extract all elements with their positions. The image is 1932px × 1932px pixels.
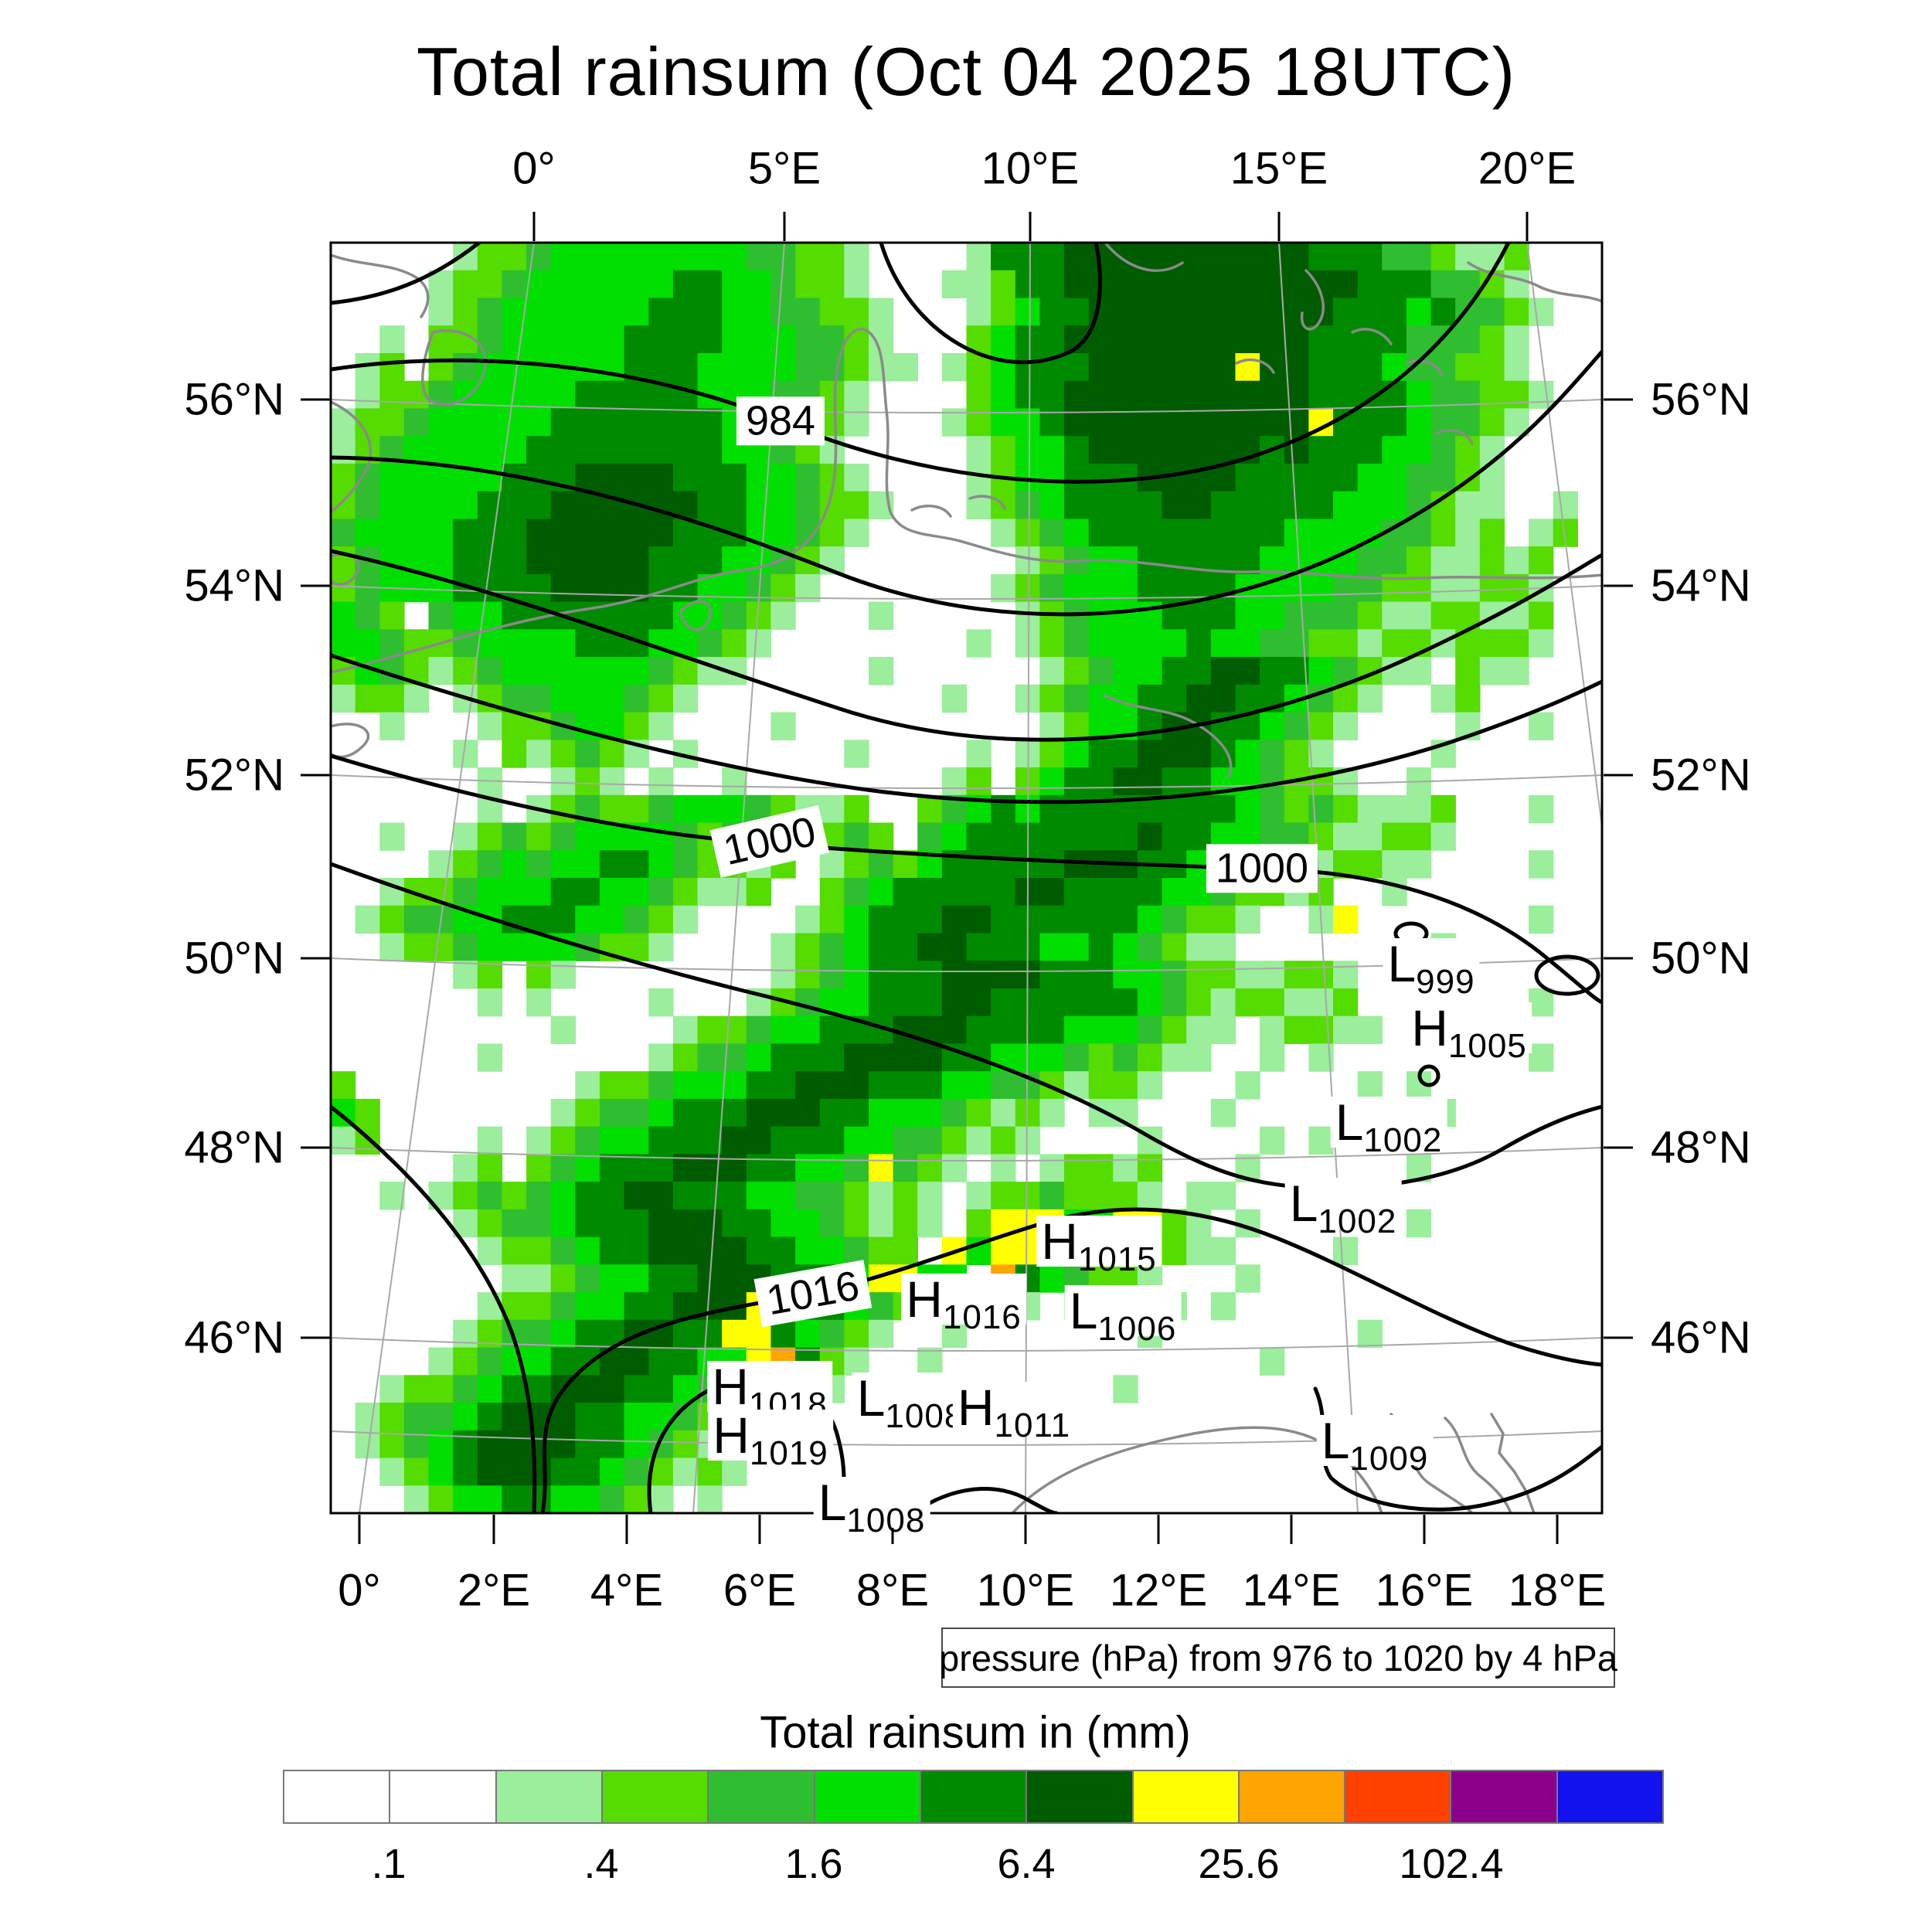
right-axis-label: 48°N — [1651, 1122, 1751, 1173]
pressure-center-l1008: L1008 — [852, 1372, 969, 1434]
pressure-center-h1018: H1018 — [707, 1358, 832, 1422]
top-axis-label: 15°E — [1230, 143, 1328, 194]
pressure-center-h1015: H1015 — [1036, 1213, 1162, 1277]
pressure-range-caption: pressure (hPa) from 976 to 1020 by 4 hPa — [939, 1628, 1617, 1688]
pressure-center-letter: H — [712, 1358, 749, 1415]
bottom-axis-label: 0° — [338, 1565, 381, 1616]
colorbar-cell — [495, 1771, 601, 1822]
bottom-axis-label: 4°E — [590, 1565, 664, 1616]
graticule-layer — [331, 243, 1602, 1513]
top-axis-label: 10°E — [981, 143, 1080, 194]
pressure-center-letter: L — [1321, 1412, 1350, 1469]
colorbar-tick-label: 6.4 — [997, 1841, 1056, 1887]
bottom-axis-label: 2°E — [457, 1565, 531, 1616]
top-axis-label: 5°E — [747, 143, 821, 194]
pressure-center-h1005: H1005 — [1406, 999, 1532, 1063]
pressure-center-value: 1008 — [846, 1502, 926, 1539]
pressure-center-value: 1016 — [942, 1298, 1022, 1336]
right-axis-label: 46°N — [1651, 1312, 1751, 1363]
pressure-center-h1011: H1011 — [952, 1379, 1076, 1443]
colorbar-cell — [600, 1771, 708, 1822]
pressure-center-letter: L — [856, 1369, 886, 1427]
right-axis-label: 54°N — [1651, 560, 1751, 611]
left-axis-label: 50°N — [184, 933, 284, 984]
pressure-center-letter: L — [1289, 1175, 1318, 1232]
rain-layer — [331, 243, 1578, 1513]
pressure-center-value: 1015 — [1077, 1240, 1157, 1278]
map-border — [329, 241, 1604, 1515]
bottom-axis-label: 8°E — [855, 1565, 930, 1616]
colorbar-title: Total rainsum in (mm) — [760, 1707, 1191, 1758]
bottom-axis-label: 14°E — [1242, 1565, 1341, 1616]
left-axis-label: 48°N — [184, 1122, 284, 1173]
pressure-center-l1002: L1002 — [1284, 1175, 1402, 1239]
pressure-center-value: 1019 — [749, 1434, 828, 1472]
pressure-center-l999: L999 — [1383, 935, 1480, 999]
colorbar-cell — [1450, 1771, 1556, 1822]
colorbar-cell — [919, 1771, 1026, 1822]
pressure-center-letter: L — [818, 1474, 847, 1531]
pressure-center-letter: L — [1069, 1282, 1098, 1339]
bottom-axis-label: 12°E — [1109, 1565, 1208, 1616]
pressure-center-l1002: L1002 — [1330, 1094, 1447, 1158]
pressure-center-letter: H — [957, 1379, 995, 1436]
pressure-center-value: 1008 — [885, 1397, 964, 1435]
isobar-value-label: 1000 — [1206, 844, 1318, 893]
bottom-axis-label: 10°E — [976, 1565, 1075, 1616]
right-axis-label: 50°N — [1651, 933, 1751, 984]
colorbar-tick-label: .4 — [583, 1841, 619, 1887]
pressure-center-value: 1002 — [1363, 1121, 1443, 1159]
colorbar-cell — [707, 1771, 814, 1822]
top-axis-label: 0° — [512, 143, 556, 194]
left-axis-label: 54°N — [184, 560, 284, 611]
right-axis-label: 52°N — [1651, 750, 1751, 801]
pressure-center-letter: H — [1041, 1213, 1078, 1270]
pressure-center-letter: H — [1411, 999, 1448, 1056]
colorbar-cell — [1344, 1771, 1451, 1822]
bottom-axis-label: 6°E — [723, 1565, 797, 1616]
colorbar-cell — [389, 1771, 495, 1822]
colorbar-cell — [813, 1771, 920, 1822]
pressure-center-value: 1011 — [994, 1406, 1071, 1444]
tick-marks — [301, 212, 1633, 1544]
pressure-center-letter: L — [1387, 935, 1417, 992]
map-layers — [331, 243, 1602, 1513]
colorbar — [283, 1770, 1664, 1824]
colorbar-cell — [1556, 1771, 1663, 1822]
pressure-center-value: 1006 — [1097, 1310, 1177, 1348]
pressure-center-h1019: H1019 — [708, 1410, 833, 1471]
pressure-center-value: 1002 — [1318, 1202, 1397, 1240]
left-axis-label: 46°N — [184, 1312, 284, 1363]
pressure-center-value: 999 — [1416, 963, 1475, 1001]
page-title: Total rainsum (Oct 04 2025 18UTC) — [416, 33, 1515, 110]
colorbar-tick-label: .1 — [371, 1841, 406, 1887]
colorbar-tick-label: 25.6 — [1198, 1841, 1280, 1887]
pressure-center-l1006: L1006 — [1064, 1282, 1182, 1346]
pressure-center-letter: L — [1335, 1094, 1364, 1151]
pressure-center-value: 1005 — [1447, 1027, 1527, 1065]
pressure-center-letter: H — [906, 1270, 943, 1328]
pressure-center-letter: H — [713, 1406, 750, 1464]
right-axis-label: 56°N — [1651, 374, 1751, 425]
left-axis-label: 52°N — [184, 750, 284, 801]
pressure-center-l1009: L1009 — [1316, 1412, 1434, 1476]
colorbar-cell — [284, 1771, 389, 1822]
left-axis-label: 56°N — [184, 374, 284, 425]
colorbar-cell — [1131, 1771, 1238, 1822]
colorbar-tick-label: 102.4 — [1399, 1841, 1504, 1887]
pressure-center-value: 1009 — [1349, 1440, 1429, 1478]
top-axis-label: 20°E — [1478, 143, 1577, 194]
pressure-center-l1008: L1008 — [813, 1474, 930, 1538]
pressure-center-h1016: H1016 — [901, 1274, 1026, 1335]
colorbar-tick-label: 1.6 — [784, 1841, 843, 1887]
bottom-axis-label: 18°E — [1508, 1565, 1607, 1616]
isobar-layer — [331, 243, 1602, 1513]
colorbar-cell — [1026, 1771, 1132, 1822]
bottom-axis-label: 16°E — [1375, 1565, 1474, 1616]
isobar-value-label: 984 — [736, 396, 825, 446]
colorbar-cell — [1237, 1771, 1345, 1822]
